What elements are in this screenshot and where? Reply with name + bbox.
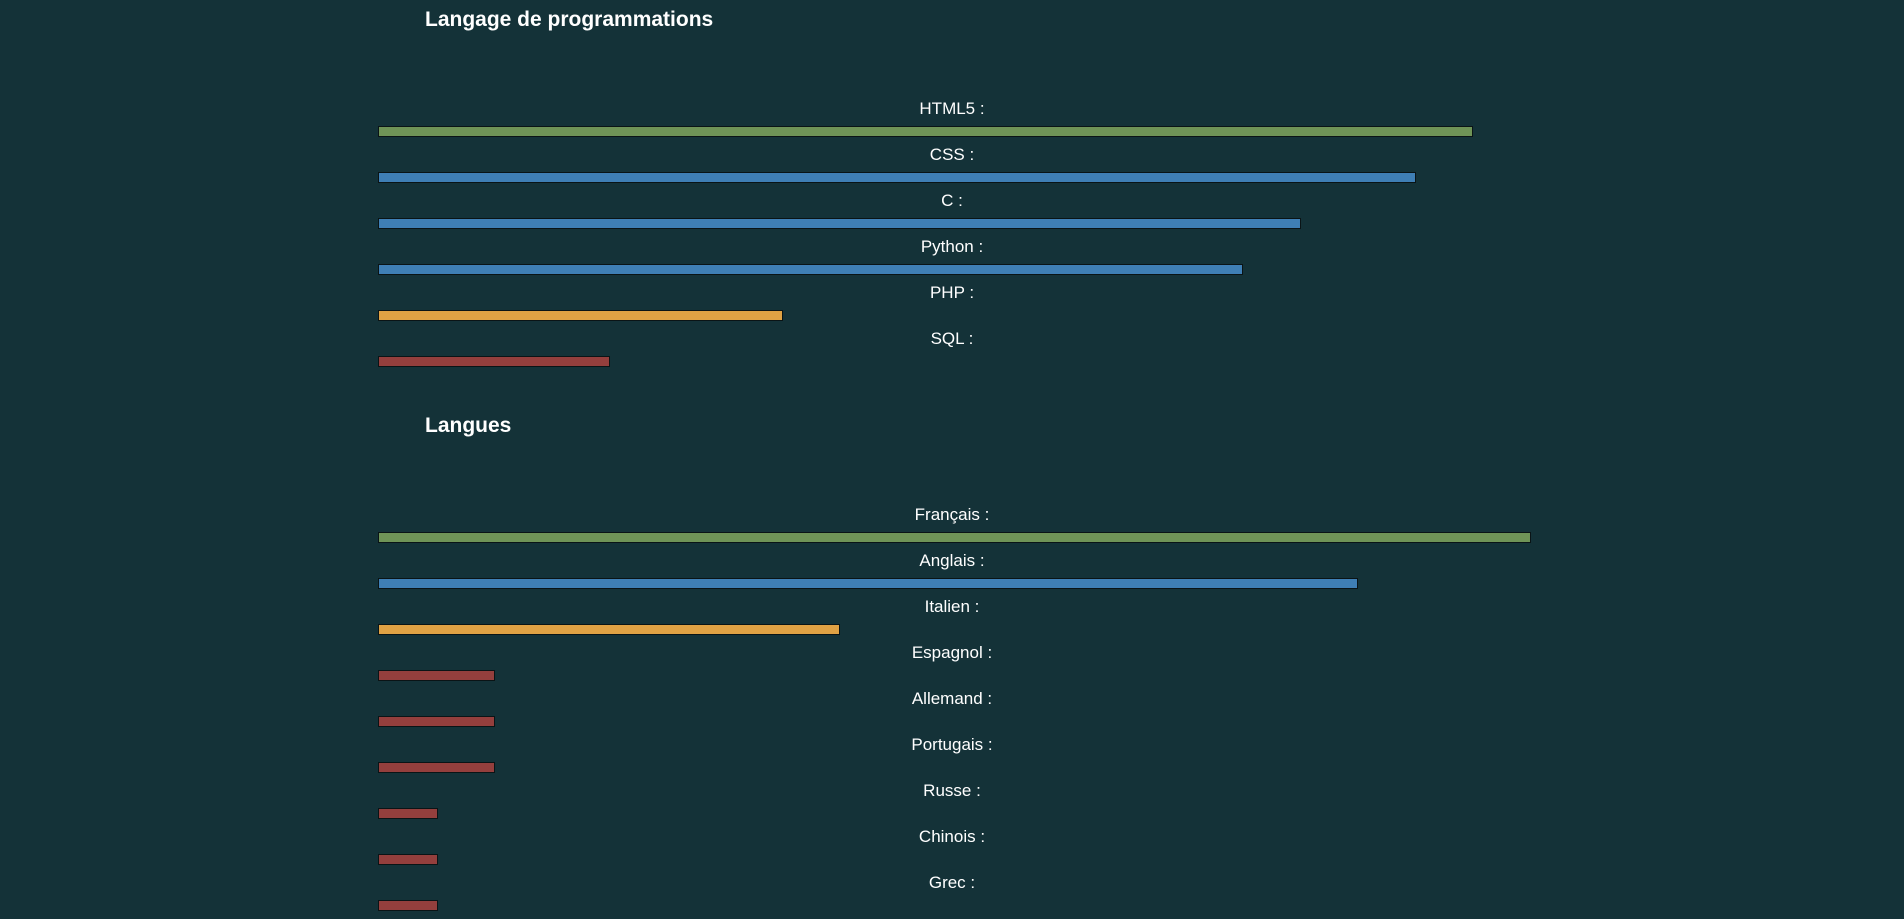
skill-row-chinois: Chinois :: [0, 827, 1904, 873]
skill-label: Russe :: [923, 781, 981, 800]
skill-label: Allemand :: [911, 689, 993, 708]
skill-row-russe: Russe :: [0, 781, 1904, 827]
skill-row-espagnol: Espagnol :: [0, 643, 1904, 689]
skill-bar: [378, 808, 438, 819]
skill-row-html5: HTML5 :: [0, 99, 1904, 145]
skill-label: Italien :: [924, 597, 980, 616]
skill-bar: [378, 532, 1531, 543]
skill-bar: [378, 172, 1416, 183]
skill-row-allemand: Allemand :: [0, 689, 1904, 735]
skill-bar: [378, 264, 1243, 275]
skill-label: Portugais :: [911, 735, 993, 754]
skill-row-css: CSS :: [0, 145, 1904, 191]
skill-label: Chinois :: [918, 827, 986, 846]
section-title-programming: Langage de programmations: [425, 8, 714, 31]
skill-bar: [378, 126, 1473, 137]
skill-row-francais: Français :: [0, 505, 1904, 551]
skill-label: Espagnol :: [911, 643, 993, 662]
skill-label: PHP :: [929, 283, 975, 302]
skill-bar: [378, 624, 840, 635]
skill-bar: [378, 854, 438, 865]
skill-row-sql: SQL :: [0, 329, 1904, 375]
skill-bar: [378, 900, 438, 911]
skill-bar: [378, 310, 783, 321]
skill-label: Grec :: [928, 873, 976, 892]
skill-label: Python :: [920, 237, 984, 256]
skill-row-portugais: Portugais :: [0, 735, 1904, 781]
section-title-languages: Langues: [425, 414, 512, 437]
skill-label: HTML5 :: [919, 99, 985, 118]
skill-bar: [378, 218, 1301, 229]
skill-bar: [378, 578, 1358, 589]
skill-label: C :: [941, 191, 963, 210]
skill-bar: [378, 356, 610, 367]
skill-row-anglais: Anglais :: [0, 551, 1904, 597]
skill-row-grec: Grec :: [0, 873, 1904, 919]
skill-label: CSS :: [929, 145, 975, 164]
skill-label: Français :: [914, 505, 990, 524]
skill-row-c: C :: [0, 191, 1904, 237]
skill-label: Anglais :: [919, 551, 985, 570]
skill-label: SQL :: [930, 329, 974, 348]
skill-row-python: Python :: [0, 237, 1904, 283]
skill-bar: [378, 670, 495, 681]
skill-bar: [378, 716, 495, 727]
skill-row-php: PHP :: [0, 283, 1904, 329]
skill-row-italien: Italien :: [0, 597, 1904, 643]
skill-bar: [378, 762, 495, 773]
